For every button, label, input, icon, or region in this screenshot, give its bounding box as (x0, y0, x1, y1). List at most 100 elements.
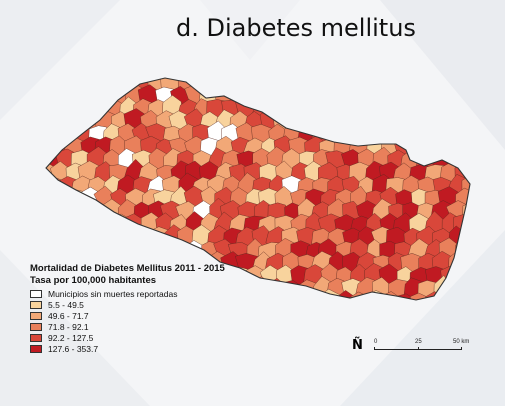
municipality (454, 138, 470, 160)
municipality (372, 78, 395, 95)
municipality (19, 163, 41, 187)
municipality (230, 78, 249, 83)
municipality (290, 83, 311, 106)
municipality (280, 98, 302, 120)
legend-item-class-3: 71.8 - 92.1 (30, 321, 225, 332)
legend-item-class-1: 5.5 - 49.5 (30, 299, 225, 310)
municipality (64, 107, 87, 134)
municipality (333, 78, 355, 82)
municipality (455, 78, 470, 82)
municipality (424, 107, 447, 133)
legend-label: 49.6 - 71.7 (48, 310, 89, 321)
municipality (424, 78, 446, 83)
municipality (455, 110, 470, 135)
legend-item-class-4: 92.2 - 127.5 (30, 332, 225, 343)
municipality (69, 96, 93, 119)
municipality (19, 82, 42, 108)
municipality (46, 137, 56, 156)
municipality (410, 83, 431, 107)
municipality (464, 149, 470, 172)
municipality (245, 78, 266, 81)
municipality (221, 276, 245, 300)
municipality (46, 214, 55, 238)
municipality (93, 210, 116, 236)
municipality (312, 97, 335, 120)
municipality (46, 226, 48, 250)
municipality (19, 189, 39, 211)
municipality (46, 176, 63, 197)
legend-item-class-2: 49.6 - 71.7 (30, 310, 225, 321)
municipality (386, 78, 407, 95)
municipality (433, 78, 452, 92)
municipality (260, 84, 280, 108)
municipality (219, 78, 244, 97)
municipality (197, 78, 219, 83)
municipality (355, 97, 380, 118)
municipality (440, 78, 460, 80)
municipality (310, 78, 333, 96)
municipality (377, 78, 398, 82)
municipality (350, 78, 371, 82)
municipality (355, 78, 379, 97)
municipality (386, 123, 409, 146)
municipality (87, 227, 109, 249)
municipality (46, 78, 54, 82)
municipality (318, 78, 342, 82)
municipality (46, 120, 48, 148)
municipality (440, 288, 461, 300)
municipality (51, 78, 70, 83)
legend-swatch (30, 300, 42, 309)
municipality (460, 251, 470, 276)
municipality (364, 78, 385, 81)
municipality (438, 138, 462, 159)
municipality (47, 237, 70, 262)
legend-swatch (30, 333, 42, 342)
municipality (409, 136, 429, 159)
map-title: d. Diabetes mellitus (176, 14, 416, 42)
municipality (230, 288, 250, 300)
municipality (58, 78, 77, 95)
municipality (79, 83, 101, 107)
municipality (306, 109, 327, 134)
legend: Mortalidad de Diabetes Mellitus 2011 - 2… (30, 263, 225, 354)
municipality (409, 78, 433, 81)
municipality (378, 85, 401, 108)
municipality (154, 239, 176, 262)
municipality (364, 85, 388, 106)
municipality (80, 212, 101, 238)
municipality (250, 78, 274, 95)
municipality (147, 226, 169, 251)
municipality (49, 187, 72, 211)
municipality (22, 241, 39, 263)
municipality (258, 78, 280, 84)
municipality (26, 202, 45, 225)
legend-swatch (30, 322, 42, 331)
municipality (320, 82, 341, 110)
municipality (341, 96, 363, 122)
municipality (95, 78, 117, 81)
municipality (111, 240, 131, 263)
municipality (49, 84, 70, 106)
legend-label: Municipios sin muertes reportadas (48, 288, 178, 299)
municipality (65, 78, 86, 83)
municipality (334, 83, 355, 106)
municipality (265, 78, 289, 95)
municipality (213, 78, 237, 82)
municipality (423, 136, 444, 161)
municipality (274, 291, 294, 300)
municipality (46, 224, 64, 251)
municipality (305, 83, 327, 108)
municipality (58, 225, 79, 249)
municipality (65, 213, 86, 236)
legend-swatch (30, 311, 42, 320)
municipality (400, 78, 424, 95)
scale-tick-label: 50 km (453, 339, 470, 345)
municipality (371, 123, 393, 146)
scale-bar: 0 25 50 km (374, 339, 470, 359)
municipality (86, 78, 108, 95)
municipality (46, 96, 64, 118)
legend-swatch (30, 289, 42, 298)
municipality (415, 121, 438, 146)
